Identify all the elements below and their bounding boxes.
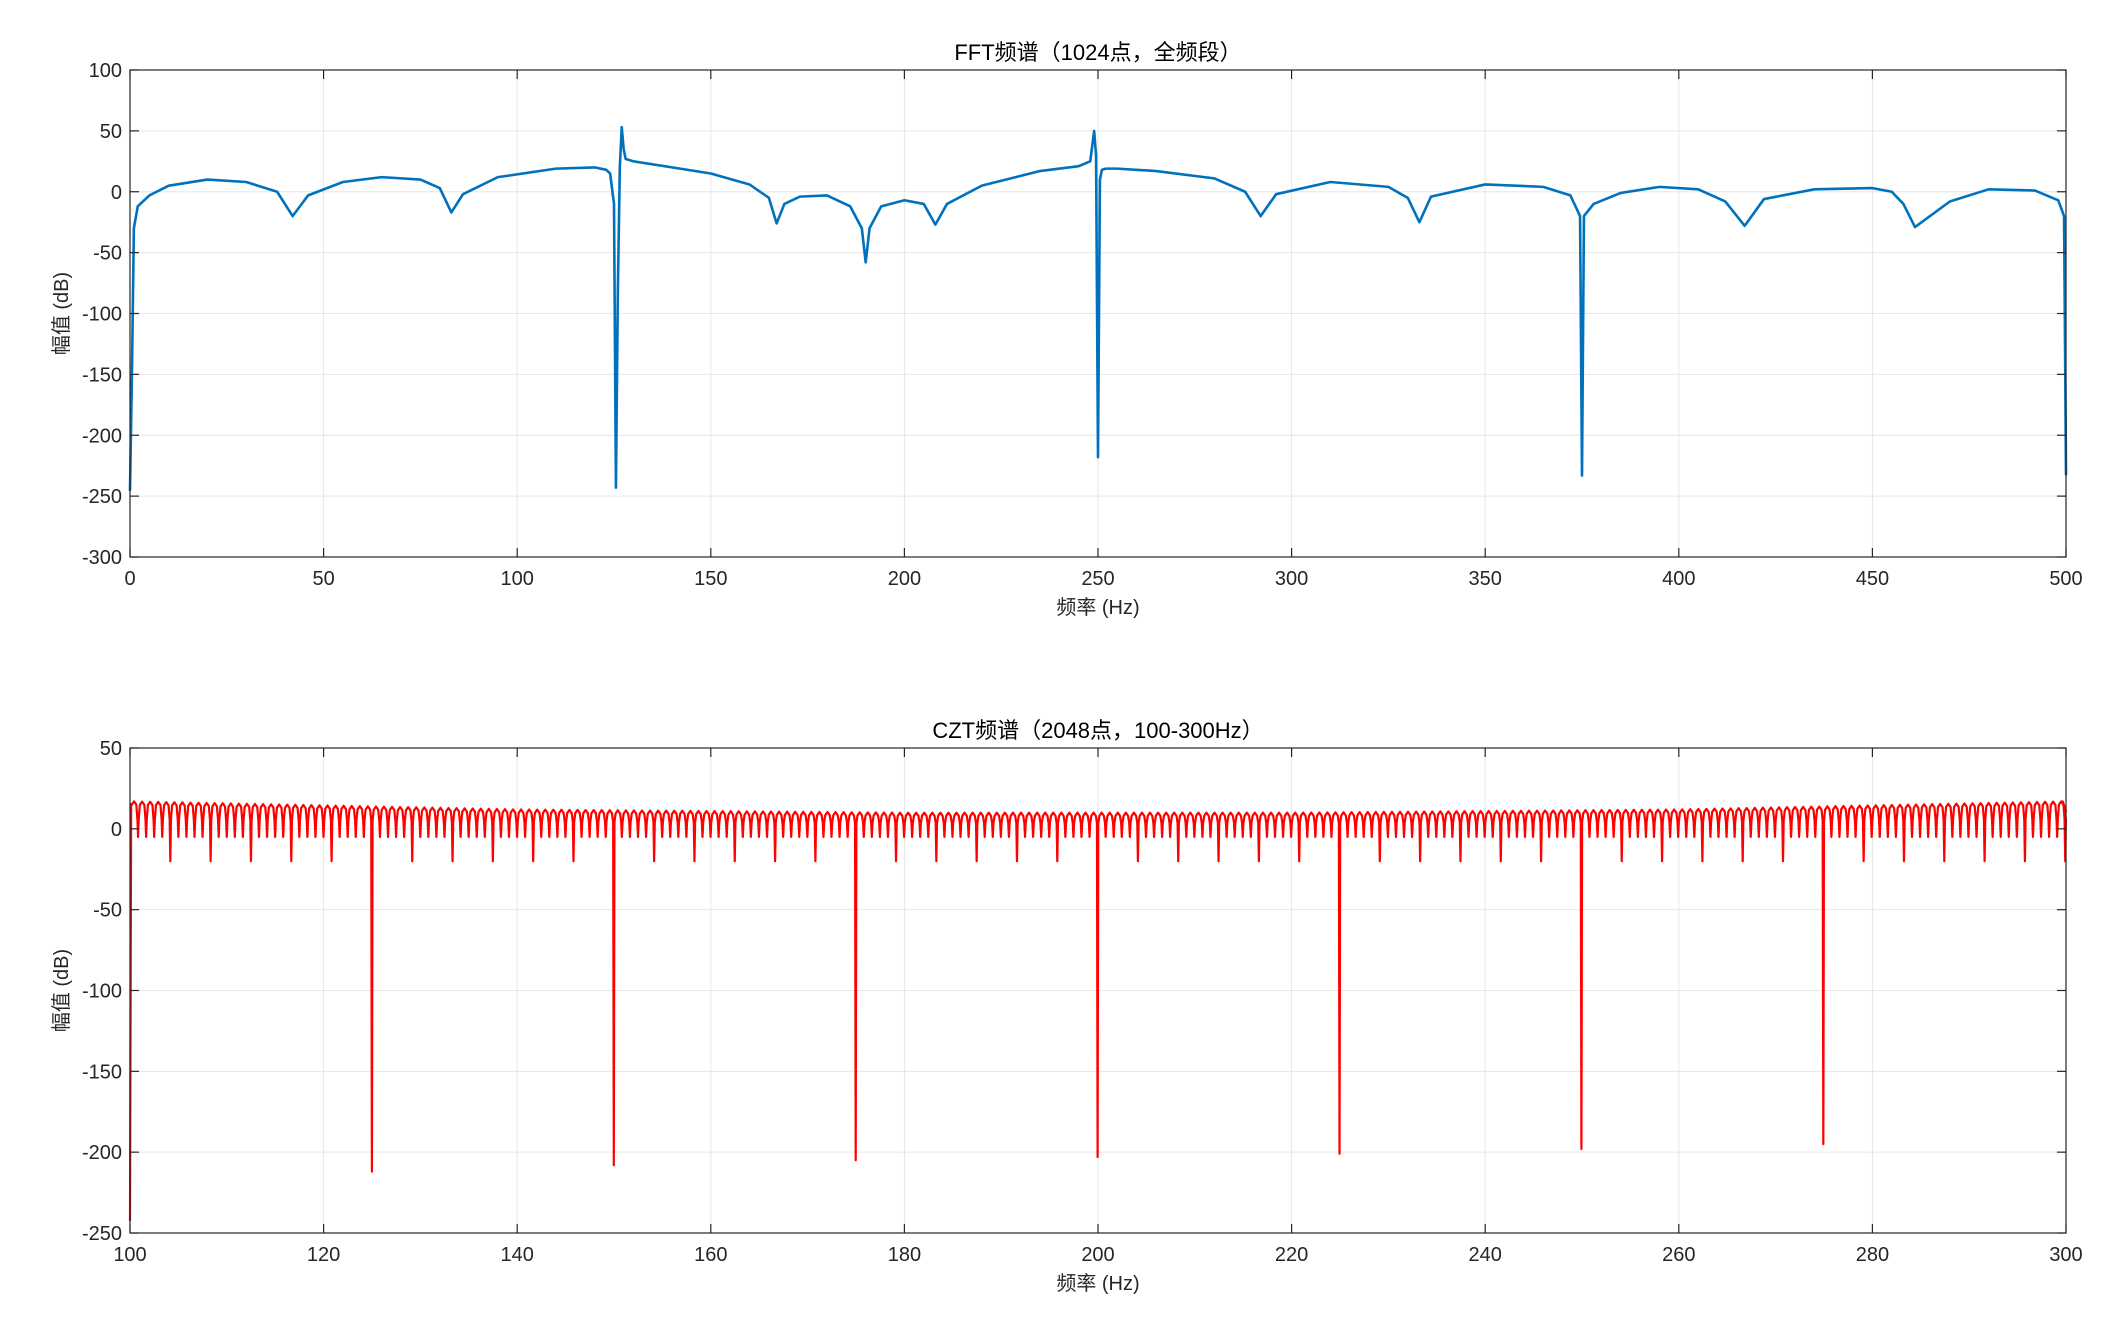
czt-x-tick-label: 140 <box>501 1244 534 1266</box>
fft-chart-title: FFT频谱（1024点，全频段） <box>954 40 1241 65</box>
fft-y-tick-label: 100 <box>89 60 122 82</box>
fft-series-line <box>128 125 2068 492</box>
fft-x-tick-label: 100 <box>501 568 534 590</box>
czt-x-tick-label: 300 <box>2049 1244 2082 1266</box>
czt-x-tick-label: 100 <box>113 1244 146 1266</box>
czt-y-tick-label: -50 <box>93 900 122 922</box>
fft-y-tick-label: 50 <box>100 121 122 143</box>
fft-x-tick-label: 50 <box>312 568 334 590</box>
czt-y-tick-label: -100 <box>82 981 122 1003</box>
fft-y-tick-label: -200 <box>82 425 122 447</box>
czt-x-tick-label: 200 <box>1081 1244 1114 1266</box>
fft-x-tick-label: 400 <box>1662 568 1695 590</box>
fft-y-tick-label: -300 <box>82 547 122 569</box>
czt-x-axis-label: 频率 (Hz) <box>1056 1272 1139 1295</box>
czt-y-axis-label: 幅值 (dB) <box>50 949 73 1032</box>
czt-chart-title: CZT频谱（2048点，100-300Hz） <box>932 718 1263 743</box>
czt-y-tick-label: -250 <box>82 1223 122 1245</box>
czt-y-tick-label: 50 <box>100 738 122 760</box>
czt-axes: 100 120 140 160 180 200 220 240 260 280 300 50 0 -50 -… <box>50 718 2083 1295</box>
czt-ticks: 100 120 140 160 180 200 220 240 260 280 300 50 0 -50 -… <box>82 738 2083 1266</box>
czt-y-tick-label: -200 <box>82 1142 122 1164</box>
fft-x-tick-label: 350 <box>1469 568 1502 590</box>
fft-x-axis-label: 频率 (Hz) <box>1056 596 1139 619</box>
fft-x-tick-label: 150 <box>694 568 727 590</box>
czt-series-line <box>128 800 2068 1222</box>
fft-y-tick-label: -250 <box>82 486 122 508</box>
fft-x-tick-label: 0 <box>124 568 135 590</box>
czt-x-tick-label: 220 <box>1275 1244 1308 1266</box>
fft-y-tick-label: -150 <box>82 364 122 386</box>
czt-x-tick-label: 240 <box>1469 1244 1502 1266</box>
fft-y-tick-label: -100 <box>82 304 122 326</box>
fft-y-tick-label: 0 <box>111 182 122 204</box>
czt-x-tick-label: 280 <box>1856 1244 1889 1266</box>
fft-x-tick-label: 450 <box>1856 568 1889 590</box>
czt-x-tick-label: 160 <box>694 1244 727 1266</box>
czt-x-tick-label: 180 <box>888 1244 921 1266</box>
czt-series <box>128 800 2068 1222</box>
fft-x-tick-label: 300 <box>1275 568 1308 590</box>
czt-x-tick-label: 260 <box>1662 1244 1695 1266</box>
czt-y-tick-label: -150 <box>82 1061 122 1083</box>
fft-x-tick-label: 500 <box>2049 568 2082 590</box>
fft-axes: 0 50 100 150 200 250 300 350 400 450 500100500-50-… <box>50 40 2083 619</box>
fft-ticks: 0 50 100 150 200 250 300 350 400 450 500100500-50-… <box>82 60 2083 590</box>
fft-series <box>128 125 2068 492</box>
czt-y-tick-label: 0 <box>111 819 122 841</box>
czt-x-tick-label: 120 <box>307 1244 340 1266</box>
fft-x-tick-label: 200 <box>888 568 921 590</box>
fft-y-axis-label: 幅值 (dB) <box>50 272 73 355</box>
fft-y-tick-label: -50 <box>93 243 122 265</box>
fft-x-tick-label: 250 <box>1081 568 1114 590</box>
